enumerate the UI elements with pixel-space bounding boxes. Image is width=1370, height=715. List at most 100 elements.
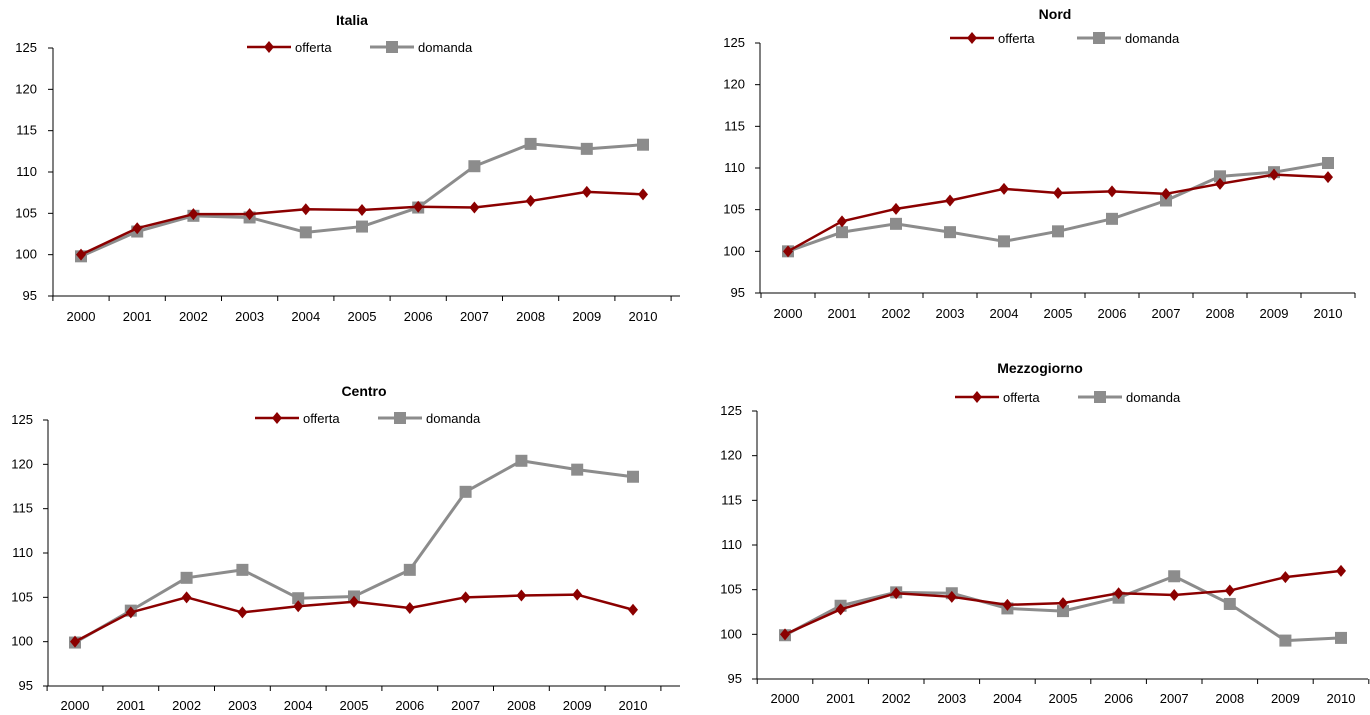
- data-point-domanda: [1335, 631, 1347, 644]
- legend-label-domanda: domanda: [426, 411, 481, 426]
- x-tick-label: 2002: [882, 306, 911, 321]
- data-point-offerta: [1280, 571, 1291, 584]
- series-line-domanda: [787, 161, 1329, 253]
- data-point-domanda: [468, 160, 481, 173]
- legend-marker-domanda: [1094, 391, 1106, 403]
- x-tick-label: 2000: [774, 306, 803, 321]
- x-tick-label: 2003: [936, 306, 965, 321]
- x-tick-label: 2010: [1327, 691, 1356, 706]
- data-point-offerta: [1215, 177, 1225, 190]
- data-point-domanda: [1214, 170, 1226, 183]
- data-point-domanda: [627, 470, 639, 483]
- x-tick-label: 2006: [1098, 306, 1127, 321]
- data-point-domanda: [459, 485, 472, 498]
- data-point-domanda: [524, 137, 537, 150]
- data-point-offerta: [1161, 187, 1171, 200]
- data-point-offerta: [572, 588, 583, 601]
- y-tick-label: 105: [11, 589, 33, 604]
- data-point-domanda: [180, 571, 193, 584]
- data-point-offerta: [1002, 598, 1013, 611]
- chart-title: Italia: [336, 12, 368, 28]
- x-tick-label: 2010: [1314, 306, 1343, 321]
- data-point-domanda: [1052, 225, 1064, 238]
- legend-label-domanda: domanda: [1125, 31, 1180, 46]
- data-point-offerta: [1269, 168, 1279, 181]
- data-point-offerta: [357, 204, 367, 217]
- data-point-domanda: [998, 235, 1010, 248]
- chart-title: Centro: [341, 383, 386, 399]
- x-tick-label: 2008: [507, 698, 536, 713]
- y-tick-label: 100: [720, 626, 742, 641]
- legend: offerta domanda: [955, 390, 1181, 405]
- y-tick-label: 95: [728, 671, 742, 686]
- y-tick-label: 125: [720, 403, 742, 418]
- data-point-offerta: [237, 606, 248, 619]
- data-point-offerta: [581, 185, 592, 198]
- data-point-domanda: [1223, 597, 1236, 610]
- x-tick-label: 2000: [771, 691, 800, 706]
- data-point-domanda: [944, 226, 956, 239]
- data-point-offerta: [1058, 597, 1068, 610]
- x-tick-label: 2002: [882, 691, 911, 706]
- legend-marker-offerta: [272, 412, 282, 424]
- y-tick-label: 95: [19, 678, 33, 693]
- data-point-offerta: [835, 603, 846, 616]
- y-tick-label: 110: [721, 537, 742, 552]
- y-tick-label: 95: [23, 288, 37, 303]
- x-tick-label: 2009: [1260, 306, 1289, 321]
- chart-title: Nord: [1039, 6, 1072, 22]
- x-tick-label: 2001: [826, 691, 855, 706]
- data-point-domanda: [1168, 570, 1181, 583]
- data-point-offerta: [783, 245, 793, 258]
- data-point-offerta: [293, 600, 304, 613]
- legend-label-offerta: offerta: [295, 40, 332, 55]
- x-tick-label: 2008: [1215, 691, 1244, 706]
- x-tick-label: 2006: [404, 309, 433, 324]
- legend-marker-domanda: [386, 41, 398, 53]
- data-point-offerta: [460, 591, 471, 604]
- x-tick-label: 2005: [1044, 306, 1073, 321]
- data-point-offerta: [891, 202, 901, 215]
- y-tick-label: 100: [11, 634, 33, 649]
- legend: offerta domanda: [950, 31, 1180, 46]
- y-tick-label: 125: [15, 40, 37, 55]
- data-point-domanda: [637, 138, 649, 151]
- data-point-domanda: [571, 463, 584, 476]
- y-tick-label: 120: [15, 81, 37, 96]
- data-point-domanda: [1279, 634, 1292, 647]
- legend-label-offerta: offerta: [998, 31, 1035, 46]
- y-tick-label: 110: [16, 164, 37, 179]
- data-point-domanda: [1106, 212, 1118, 225]
- legend-marker-offerta: [967, 32, 977, 44]
- y-tick-label: 120: [723, 77, 745, 92]
- chart-title: Mezzogiorno: [997, 360, 1083, 376]
- x-tick-label: 2000: [67, 309, 96, 324]
- x-tick-label: 2007: [1160, 691, 1189, 706]
- data-point-domanda: [1160, 194, 1172, 207]
- x-tick-label: 2001: [828, 306, 857, 321]
- x-tick-label: 2010: [619, 698, 648, 713]
- legend-label-domanda: domanda: [1126, 390, 1181, 405]
- legend-label-domanda: domanda: [418, 40, 473, 55]
- data-point-offerta: [76, 248, 86, 261]
- data-point-offerta: [1224, 584, 1235, 597]
- y-tick-label: 115: [12, 501, 33, 516]
- legend-label-offerta: offerta: [303, 411, 340, 426]
- y-tick-label: 100: [15, 247, 37, 262]
- x-tick-label: 2007: [460, 309, 489, 324]
- x-tick-label: 2006: [1104, 691, 1133, 706]
- legend: offerta domanda: [255, 411, 481, 426]
- y-tick-label: 95: [731, 285, 745, 300]
- y-tick-label: 115: [16, 123, 37, 138]
- chart-centro: Centro 95 100 105 110 115 120 125 2000 2001 2002 20…: [11, 383, 680, 713]
- y-tick-label: 105: [720, 582, 742, 597]
- x-tick-label: 2005: [348, 309, 377, 324]
- data-point-offerta: [946, 590, 957, 603]
- data-point-offerta: [945, 194, 955, 207]
- data-point-offerta: [1323, 171, 1333, 184]
- legend-marker-domanda: [394, 412, 406, 424]
- data-point-offerta: [70, 635, 80, 648]
- data-point-domanda: [1057, 605, 1069, 618]
- data-point-domanda: [1322, 157, 1334, 169]
